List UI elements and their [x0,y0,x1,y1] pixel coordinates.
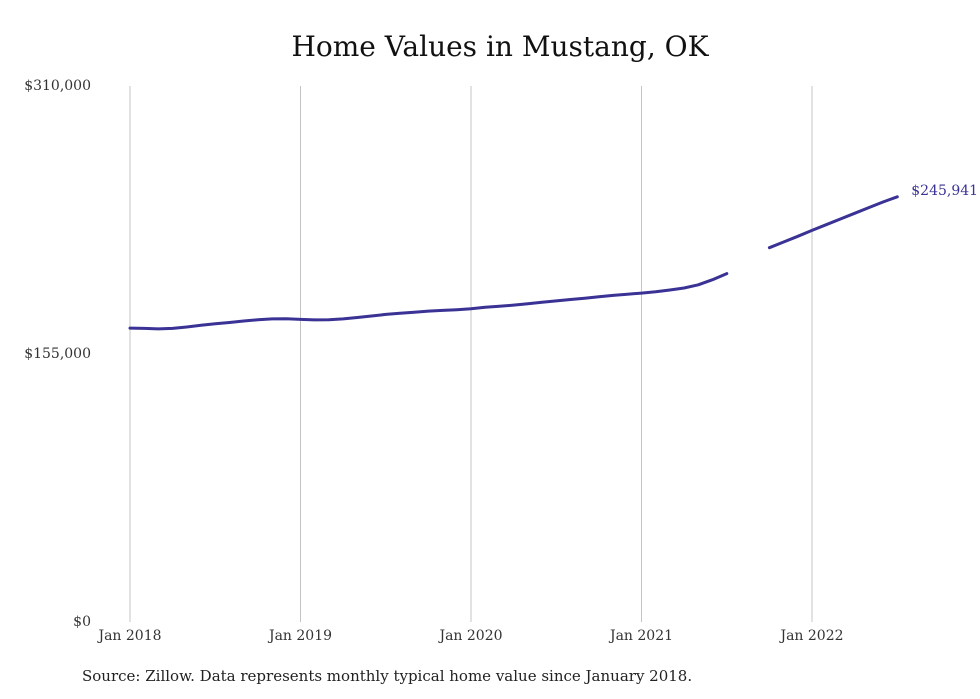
x-tick-label: Jan 2021 [608,628,673,644]
y-axis-ticks: $0 $155,000 $310,000 [24,78,91,630]
series-line-segment-0 [128,272,729,331]
y-tick-label: $155,000 [24,346,91,362]
x-axis-ticks: Jan 2018 Jan 2019 Jan 2020 Jan 2021 Jan 2022 [96,628,843,644]
series-line-segment-1 [767,195,899,250]
y-tick-label: $0 [73,614,91,630]
data-labels: $245,941 [911,183,978,199]
chart-title: Home Values in Mustang, OK [291,30,709,63]
source-note: Source: Zillow. Data represents monthly … [82,667,693,685]
x-tick-label: Jan 2022 [778,628,843,644]
x-tick-label: Jan 2019 [267,628,332,644]
x-tick-label: Jan 2018 [96,628,161,644]
grid-lines [129,86,813,622]
x-tick-label: Jan 2020 [437,628,502,644]
end-value-label: $245,941 [911,183,978,199]
series-line [128,195,899,331]
y-tick-label: $310,000 [24,78,91,94]
